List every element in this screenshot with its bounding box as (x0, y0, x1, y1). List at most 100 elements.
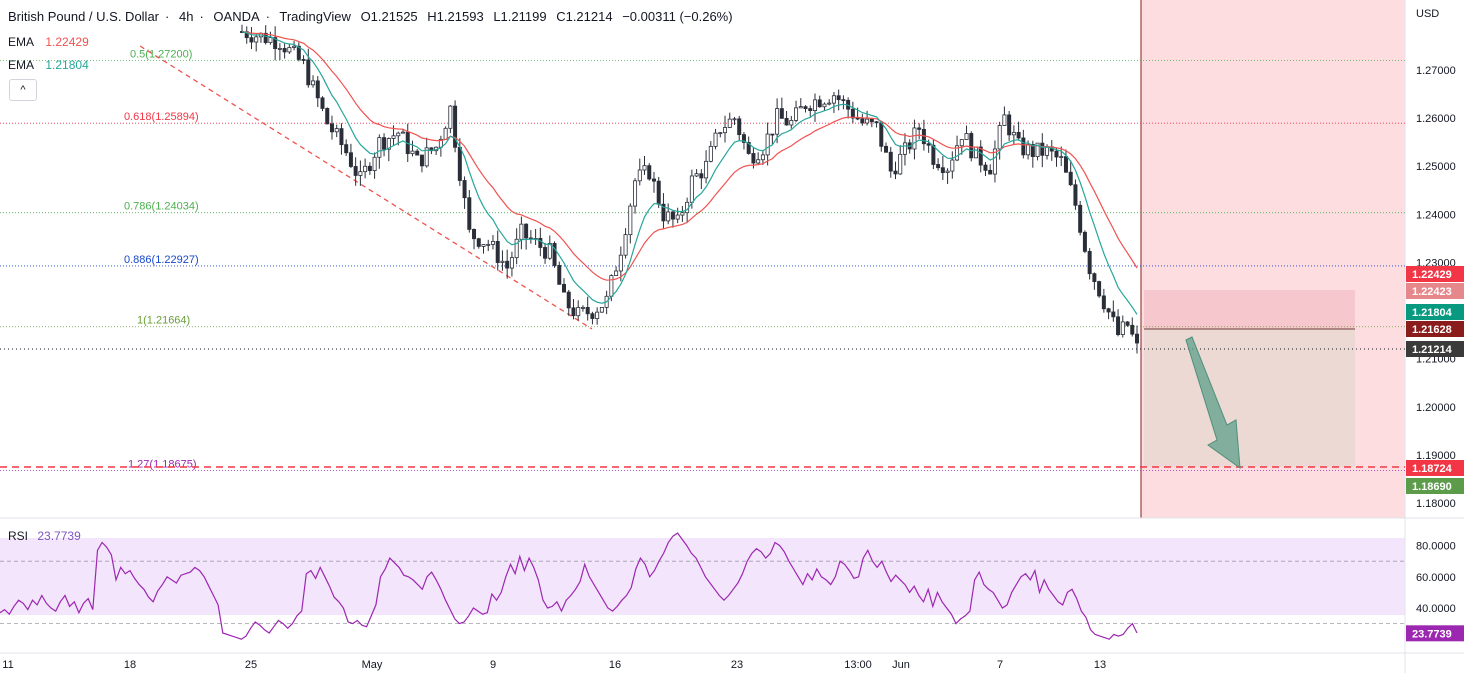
candle-body (481, 244, 486, 247)
candle-body (741, 134, 746, 143)
candle-body (1130, 324, 1135, 335)
candle-body (713, 132, 718, 147)
candle-body (983, 164, 988, 171)
candle-body (902, 142, 907, 155)
interval[interactable]: 4h (178, 9, 194, 24)
candle-body (1082, 231, 1087, 252)
trendline-dashed[interactable] (139, 45, 593, 330)
ema-fast-line (241, 31, 1138, 315)
rsi-line (0, 532, 1138, 640)
price-tag (1406, 266, 1464, 282)
candle-body (775, 108, 780, 135)
candle-body (831, 95, 836, 104)
candle-body (424, 147, 429, 167)
candle-body (1111, 311, 1116, 318)
candle-body (599, 307, 604, 313)
candle-body (798, 106, 803, 109)
candle-body (898, 153, 903, 175)
candle-body (812, 99, 817, 112)
candle-body (334, 128, 339, 133)
time-tick-label: 25 (245, 659, 257, 671)
candle-body (486, 243, 491, 246)
candle-body (865, 118, 870, 124)
candle-body (836, 95, 841, 101)
candle-body (320, 97, 325, 109)
candle-body (329, 123, 334, 133)
candle-body (580, 307, 585, 309)
rsi-legend[interactable]: RSI 23.7739 (8, 529, 81, 543)
candle-body (992, 148, 997, 175)
candle-body (789, 120, 794, 126)
price-tag-label: 1.21628 (1412, 324, 1452, 336)
candle-body (950, 159, 955, 172)
fib-extension[interactable]: 0.5(1.27200) 0.618(1.25894) 0.786(1.24034)… (0, 48, 1405, 471)
price-tag (1406, 341, 1464, 357)
price-tag-label: 1.22423 (1412, 286, 1452, 298)
price-tick-label: 1.26000 (1416, 113, 1456, 125)
candle-body (353, 166, 358, 176)
candle-body (817, 99, 822, 108)
fib-level-label: 0.5(1.27200) (130, 48, 192, 60)
rsi-axis[interactable]: 80.0000 60.0000 40.0000 23.7739 (1406, 541, 1464, 642)
down-arrow-icon[interactable] (1185, 336, 1241, 470)
time-tick-label: 23 (731, 659, 743, 671)
ema-fast-value: 1.21804 (45, 58, 89, 72)
price-tick-label: 1.20000 (1416, 402, 1456, 414)
candle-body (524, 223, 529, 239)
stop-zone (1144, 290, 1355, 329)
candle-body (415, 150, 420, 156)
candle-body (1092, 273, 1097, 282)
ema-slow-line (241, 31, 1138, 281)
candle-body (1120, 321, 1125, 335)
candle-body (301, 59, 306, 61)
time-tick-label: 9 (490, 659, 496, 671)
candle-body (732, 118, 737, 121)
candle-body (628, 205, 633, 236)
candle-body (699, 173, 704, 179)
candle-body (888, 151, 893, 172)
time-axis[interactable]: 11 18 25 May 9 16 23 13:00 Jun 7 13 (2, 659, 1106, 671)
candle-body (552, 242, 557, 266)
candle-body (457, 146, 462, 181)
time-tick-label: Jun (892, 659, 910, 671)
candle-body (339, 128, 344, 146)
candle-body (1078, 204, 1083, 233)
price-tag-label: 1.18690 (1412, 481, 1452, 493)
candle-body (472, 229, 477, 240)
candle-body (249, 37, 254, 43)
candle-body (945, 170, 950, 173)
candle-body (670, 211, 675, 220)
candle-body (344, 144, 349, 154)
close-value: C1.21214 (556, 9, 613, 24)
price-tick-label: 1.18000 (1416, 498, 1456, 510)
candle-body (988, 169, 993, 175)
time-tick-label: 11 (2, 659, 13, 671)
collapse-legend-button[interactable]: ^ (9, 79, 37, 101)
candle-body (1059, 156, 1064, 158)
candle-body (1054, 150, 1059, 158)
time-tick-label: 13 (1094, 659, 1106, 671)
price-tick-label: 1.25000 (1416, 161, 1456, 173)
candle-body (538, 237, 543, 248)
candle-body (315, 80, 320, 99)
fib-level-label: 1(1.21664) (137, 315, 190, 327)
candle-body (680, 212, 685, 216)
symbol-name[interactable]: British Pound / U.S. Dollar (8, 9, 160, 24)
candle-body (282, 48, 287, 53)
candle-body (277, 48, 282, 50)
candle-body (959, 139, 964, 147)
price-axis[interactable]: 1.270001.260001.250001.240001.230001.220… (1416, 65, 1456, 510)
candle-body (1030, 144, 1035, 158)
time-tick-label: 13:00 (844, 659, 872, 671)
candle-body (704, 160, 709, 179)
candle-body (860, 118, 865, 124)
ema-fast-legend[interactable]: EMA 1.21804 (8, 58, 89, 72)
candle-body (978, 146, 983, 166)
candle-body (931, 144, 936, 165)
platform: TradingView (279, 9, 351, 24)
candle-body (618, 254, 623, 272)
candle-body (969, 133, 974, 159)
ema-slow-legend[interactable]: EMA 1.22429 (8, 35, 89, 49)
